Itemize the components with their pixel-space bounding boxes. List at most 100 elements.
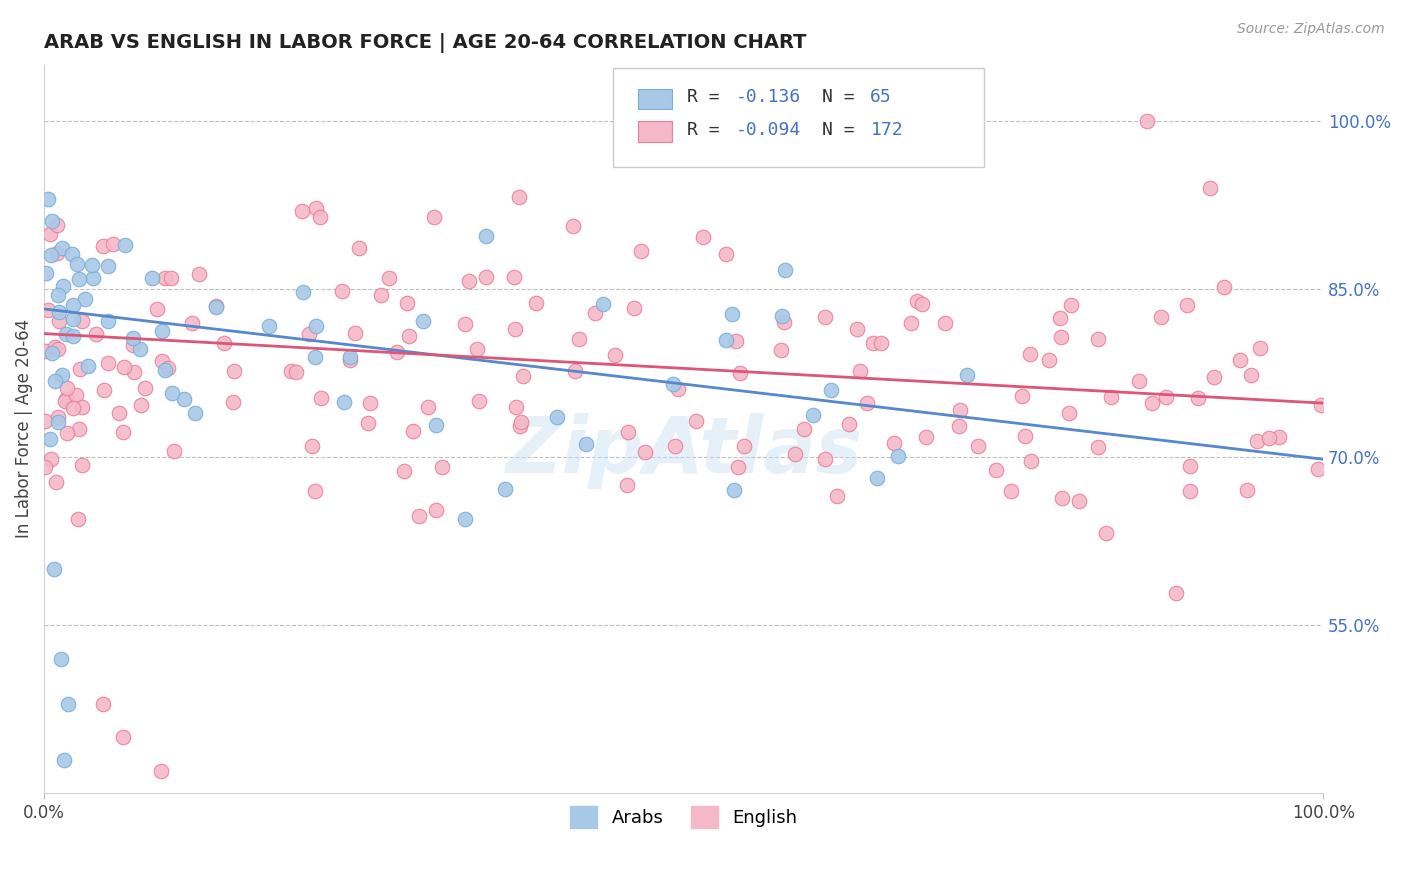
Point: [108, 406, 131, 420]
Point: [934, 316, 956, 330]
Text: 65: 65: [870, 88, 893, 106]
Point: [956, 368, 979, 382]
Point: [869, 336, 891, 351]
Point: [575, 436, 598, 450]
Point: [568, 332, 591, 346]
Point: [502, 269, 524, 284]
Point: [101, 237, 124, 252]
Point: [425, 502, 447, 516]
Point: [44, 340, 66, 354]
Point: [1049, 330, 1071, 344]
Point: [1011, 389, 1033, 403]
Point: [714, 247, 737, 261]
Point: [910, 297, 932, 311]
Point: [141, 270, 163, 285]
Text: Source: ZipAtlas.com: Source: ZipAtlas.com: [1237, 22, 1385, 37]
Point: [564, 364, 586, 378]
Point: [35, 266, 58, 280]
Point: [1187, 391, 1209, 405]
Point: [48, 304, 70, 318]
Point: [66, 512, 89, 526]
Point: [129, 399, 152, 413]
Point: [820, 383, 842, 397]
Point: [39, 248, 62, 262]
Point: [153, 271, 176, 285]
Point: [91, 238, 114, 252]
Point: [412, 314, 434, 328]
Point: [1308, 462, 1330, 476]
Point: [41, 345, 63, 359]
Point: [72, 314, 94, 328]
Point: [160, 271, 183, 285]
Point: [124, 365, 146, 379]
Point: [114, 237, 136, 252]
Point: [418, 401, 440, 415]
Point: [39, 451, 62, 466]
Point: [1021, 453, 1043, 467]
Point: [685, 414, 707, 428]
Point: [84, 327, 107, 342]
Point: [1128, 374, 1150, 388]
Point: [149, 764, 172, 778]
Legend: Arabs, English: Arabs, English: [562, 799, 804, 835]
Point: [188, 267, 211, 281]
Point: [173, 392, 195, 406]
Point: [510, 415, 533, 429]
Point: [664, 439, 686, 453]
Point: [1178, 484, 1201, 499]
Point: [1136, 113, 1159, 128]
Point: [524, 296, 547, 310]
Point: [475, 269, 498, 284]
Point: [163, 444, 186, 458]
Point: [1178, 459, 1201, 474]
Point: [723, 483, 745, 497]
Point: [222, 395, 245, 409]
Point: [905, 294, 928, 309]
Point: [398, 329, 420, 343]
Point: [39, 432, 62, 446]
Point: [505, 401, 527, 415]
Text: 172: 172: [870, 121, 903, 139]
Point: [55, 326, 77, 341]
Point: [887, 449, 910, 463]
Point: [305, 201, 328, 215]
Point: [357, 416, 380, 430]
Text: R =: R =: [688, 121, 731, 139]
Point: [51, 368, 73, 383]
Point: [93, 383, 115, 397]
Point: [617, 425, 640, 440]
Point: [562, 219, 585, 234]
Point: [56, 697, 79, 711]
Point: [257, 319, 280, 334]
Point: [121, 338, 143, 352]
Point: [1246, 434, 1268, 449]
Point: [65, 388, 87, 402]
Text: -0.136: -0.136: [737, 88, 801, 106]
Point: [803, 408, 825, 422]
Point: [37, 302, 59, 317]
Point: [1050, 491, 1073, 506]
Point: [378, 271, 401, 285]
Point: [825, 489, 848, 503]
Point: [304, 350, 326, 364]
Point: [395, 295, 418, 310]
Point: [370, 288, 392, 302]
Point: [716, 334, 738, 348]
Point: [46, 415, 69, 429]
Point: [1154, 390, 1177, 404]
Point: [454, 512, 477, 526]
Point: [34, 459, 56, 474]
Point: [150, 324, 173, 338]
Y-axis label: In Labor Force | Age 20-64: In Labor Force | Age 20-64: [15, 319, 32, 539]
FancyBboxPatch shape: [637, 121, 672, 142]
Point: [1060, 297, 1083, 311]
Point: [122, 331, 145, 345]
Point: [332, 284, 354, 298]
Point: [724, 334, 747, 348]
Point: [457, 274, 479, 288]
Point: [184, 406, 207, 420]
Point: [503, 322, 526, 336]
Point: [145, 301, 167, 316]
Point: [814, 310, 837, 325]
Point: [343, 326, 366, 340]
